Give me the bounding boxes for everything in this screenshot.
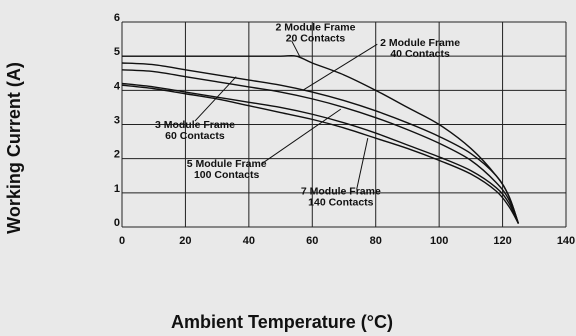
x-axis-label: Ambient Temperature (°C) (171, 312, 393, 332)
x-tick-label-0: 0 (119, 235, 125, 247)
y-tick-label-0: 0 (114, 217, 120, 229)
annotation-5-line2: 140 Contacts (308, 197, 374, 209)
series-line-1 (121, 54, 520, 224)
x-tick-label-7: 140 (557, 235, 575, 247)
x-tick-label-1: 20 (179, 235, 191, 247)
x-tick-label-2: 40 (243, 235, 255, 247)
series-line-4 (121, 82, 520, 224)
annotation-3-line1: 3 Module Frame (155, 119, 235, 131)
y-tick-label-2: 2 (114, 149, 120, 161)
y-axis-label: Working Current (A) (4, 62, 24, 234)
annotation-leader-4 (261, 108, 342, 165)
y-tick-label-1: 1 (114, 183, 120, 195)
x-tick-label-3: 60 (306, 235, 318, 247)
annotation-4-line2: 100 Contacts (194, 169, 260, 181)
y-tick-label-3: 3 (114, 115, 120, 127)
x-tick-label-6: 120 (493, 235, 511, 247)
x-tick-label-5: 100 (430, 235, 448, 247)
annotation-leader-5 (356, 138, 369, 190)
y-tick-label-4: 4 (114, 80, 121, 92)
y-tick-label-6: 6 (114, 12, 120, 24)
annotation-leader-3 (194, 76, 237, 122)
series-line-5 (121, 84, 520, 224)
annotation-5-line1: 7 Module Frame (301, 186, 381, 198)
y-tick-label-5: 5 (114, 46, 120, 58)
annotation-2-line2: 40 Contacts (390, 48, 450, 60)
annotation-1-line1: 2 Module Frame (275, 22, 355, 34)
x-tick-label-4: 80 (370, 235, 382, 247)
annotation-1-line2: 20 Contacts (286, 33, 346, 45)
series-line-3 (121, 69, 520, 224)
annotation-3-line2: 60 Contacts (165, 130, 225, 142)
annotation-4-line1: 5 Module Frame (187, 158, 267, 170)
annotation-leader-1 (291, 40, 301, 57)
annotation-2-line1: 2 Module Frame (380, 37, 460, 49)
series-line-2 (121, 62, 520, 224)
annotation-leader-2 (302, 43, 378, 91)
